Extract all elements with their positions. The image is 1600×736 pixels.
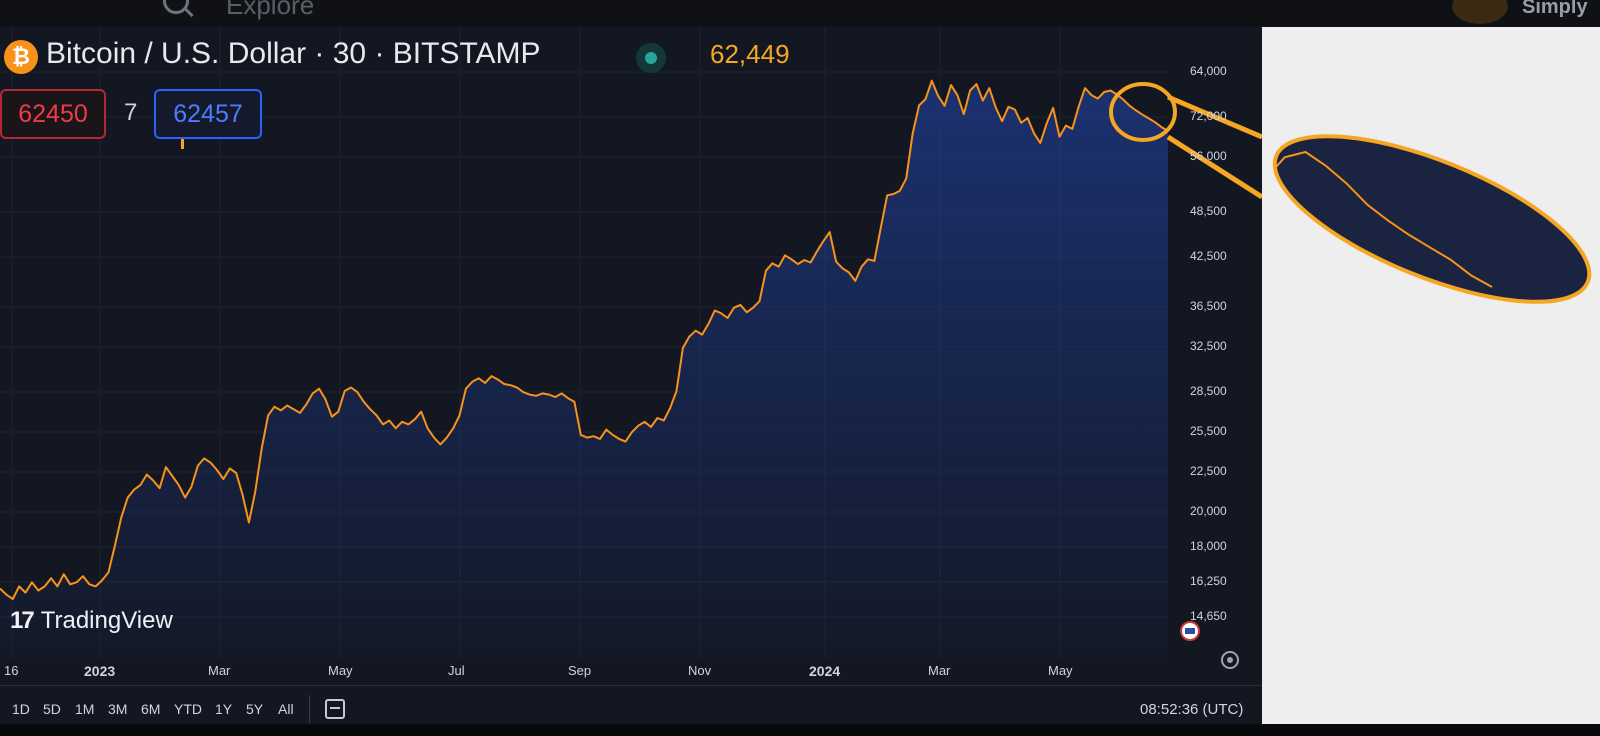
calendar-goto-icon[interactable]	[325, 699, 345, 719]
range-button[interactable]: 5D	[43, 701, 61, 717]
price-tick-label: 14,650	[1190, 609, 1227, 623]
price-tick-label: 25,500	[1190, 424, 1227, 438]
price-tick-label: 32,500	[1190, 339, 1227, 353]
price-area-fill	[0, 80, 1168, 658]
spread-value: 7	[124, 99, 138, 126]
us-flag-icon[interactable]	[1180, 621, 1200, 641]
user-name[interactable]: Simply	[1522, 0, 1588, 18]
price-tick-label: 48,500	[1190, 204, 1227, 218]
range-button[interactable]: All	[278, 701, 294, 717]
footer-divider	[0, 685, 1262, 686]
settings-icon[interactable]	[1221, 651, 1239, 669]
price-tick-label: 28,500	[1190, 384, 1227, 398]
browser-topbar: Explore Simply	[0, 0, 1600, 27]
price-tick-label: 22,500	[1190, 464, 1227, 478]
time-tick-label: Jul	[448, 663, 465, 678]
chart-panel[interactable]: ₿ Bitcoin / U.S. Dollar · 30 · BITSTAMP …	[0, 27, 1262, 724]
range-button[interactable]: 1M	[75, 701, 95, 717]
range-separator	[309, 695, 310, 723]
time-tick-label: 2023	[84, 663, 116, 679]
range-button[interactable]: YTD	[174, 701, 202, 717]
price-tick-label: 72,000	[1190, 109, 1227, 123]
price-line[interactable]	[0, 79, 1169, 600]
time-tick-label: Nov	[688, 663, 712, 678]
market-status-icon	[636, 43, 666, 73]
time-tick-label: Mar	[208, 663, 231, 678]
zoom-connector	[1166, 134, 1262, 200]
range-button[interactable]: 3M	[108, 701, 128, 717]
right-panel	[1262, 27, 1600, 724]
time-tick-label: 2024	[809, 663, 841, 679]
utc-clock[interactable]: 08:52:36 (UTC)	[1140, 701, 1244, 718]
time-tick-label: 16	[4, 663, 19, 678]
range-button[interactable]: 1D	[12, 701, 30, 717]
zoom-inset-border	[1272, 134, 1592, 304]
price-tick-label: 36,500	[1190, 299, 1227, 313]
zoom-connector	[1167, 94, 1262, 140]
ask-marker	[181, 139, 184, 149]
range-button[interactable]: 1Y	[215, 701, 233, 717]
time-tick-label: Sep	[568, 663, 592, 678]
bitcoin-icon: ₿	[4, 40, 38, 74]
price-tick-label: 42,500	[1190, 249, 1227, 263]
price-tick-label: 20,000	[1190, 504, 1227, 518]
symbol-title[interactable]: Bitcoin / U.S. Dollar · 30 · BITSTAMP	[46, 37, 541, 70]
zoom-inset-background	[1274, 136, 1590, 302]
tradingview-logo[interactable]: 17 TradingView	[10, 607, 173, 635]
zoom-circle	[1109, 82, 1177, 142]
bottom-strip	[0, 724, 1600, 736]
buy-button[interactable]: 62457	[154, 89, 262, 139]
price-chart[interactable]	[0, 27, 1262, 724]
range-button[interactable]: 6M	[141, 701, 161, 717]
time-tick-label: May	[1048, 663, 1073, 678]
avatar[interactable]	[1452, 0, 1508, 24]
sell-button[interactable]: 62450	[0, 89, 106, 139]
price-tick-label: 16,250	[1190, 574, 1227, 588]
last-price: 62,449	[710, 39, 790, 69]
tradingview-logo-text: TradingView	[40, 607, 173, 634]
tradingview-logo-icon: 17	[10, 607, 35, 634]
search-icon[interactable]	[163, 0, 189, 14]
explore-link[interactable]: Explore	[226, 0, 315, 20]
zoom-inset-price-line	[1263, 150, 1493, 288]
price-tick-label: 56,000	[1190, 149, 1227, 163]
price-tick-label: 64,000	[1190, 64, 1227, 78]
range-button[interactable]: 5Y	[246, 701, 264, 717]
zoom-inset	[1263, 134, 1592, 304]
time-tick-label: Mar	[928, 663, 951, 678]
time-tick-label: May	[328, 663, 353, 678]
price-tick-label: 18,000	[1190, 539, 1227, 553]
